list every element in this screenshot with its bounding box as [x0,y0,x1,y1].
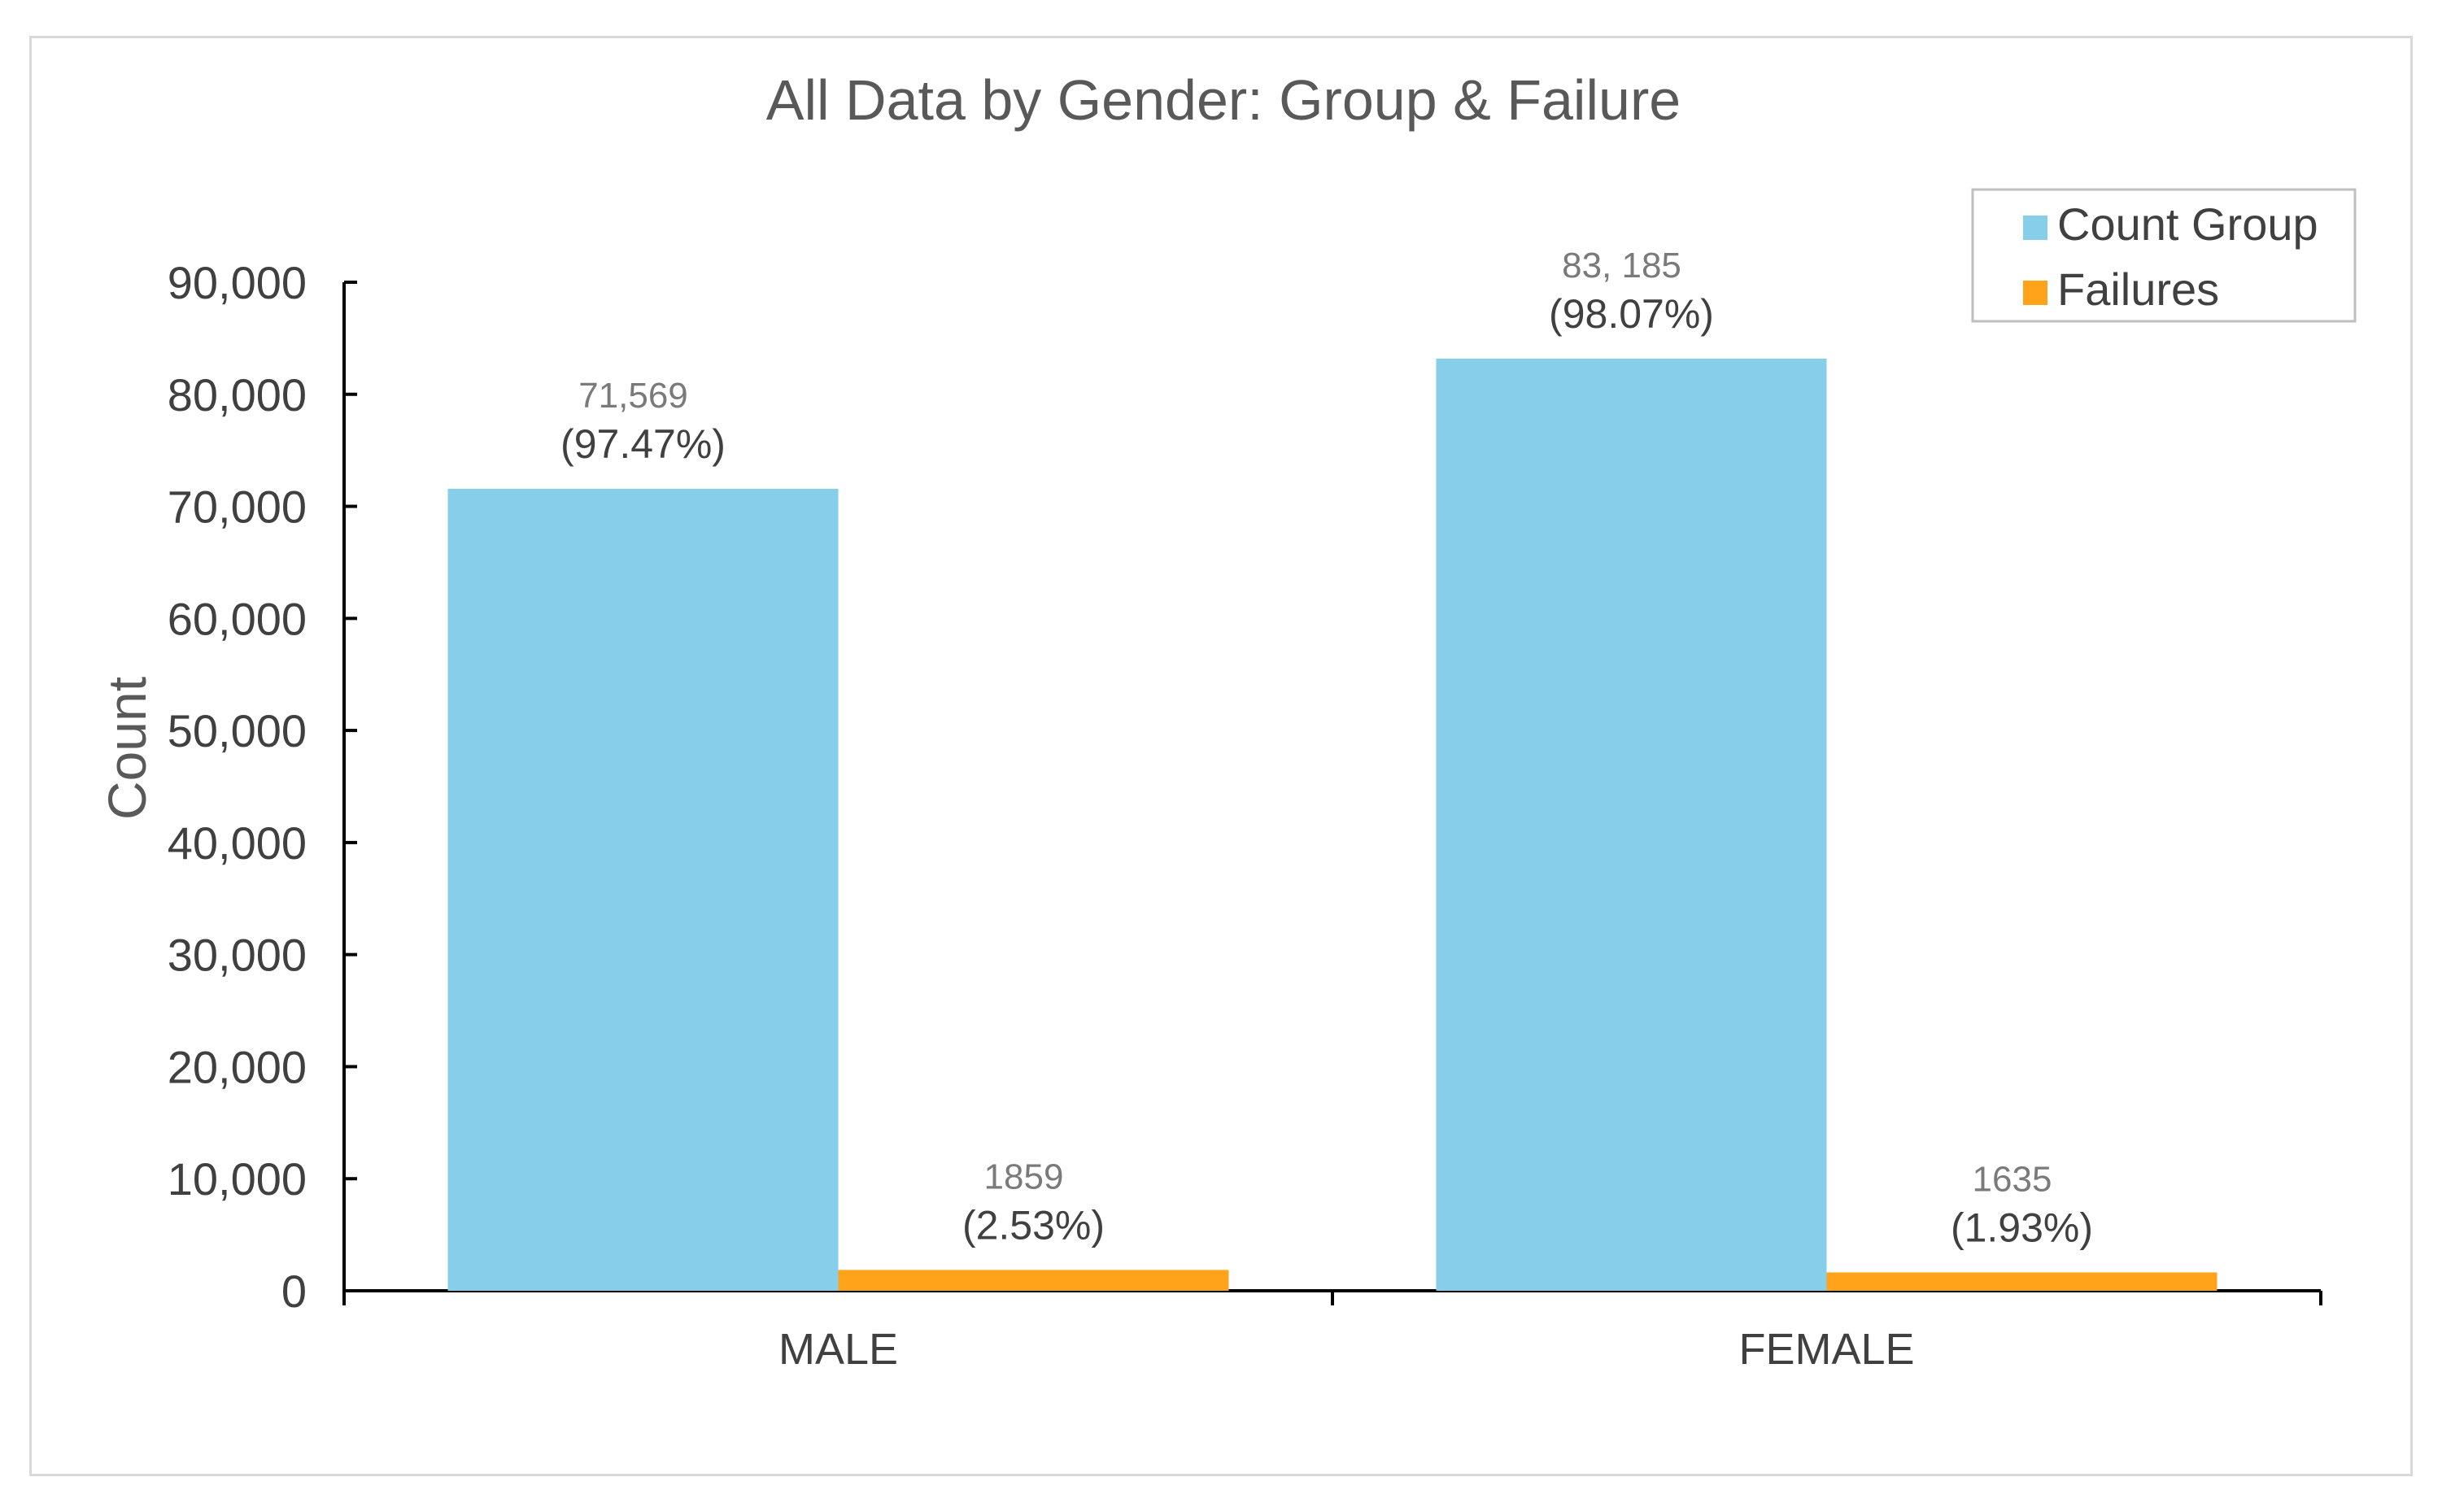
legend-swatch [2023,281,2047,305]
y-tick-label: 30,000 [168,930,307,981]
y-tick-label: 70,000 [168,481,307,533]
bar-count-group [447,488,839,1291]
y-tick-label: 80,000 [168,369,307,420]
y-tick-label: 50,000 [168,705,307,756]
y-tick-label: 10,000 [168,1153,307,1205]
legend-label: Failures [2057,264,2219,315]
value-label: 71,569 [578,376,688,416]
value-label: 1859 [984,1157,1064,1196]
y-tick-label: 20,000 [168,1041,307,1092]
legend-label: Count Group [2057,198,2318,250]
legend-swatch [2023,216,2047,240]
percent-label: (1.93%) [1951,1205,2093,1250]
y-tick-label: 40,000 [168,817,307,869]
bar-failures [838,1270,1229,1291]
y-tick-label: 60,000 [168,593,307,644]
x-tick-label: MALE [778,1325,898,1374]
y-tick-label: 0 [281,1266,307,1317]
axes: 0 10,000 20,000 30,000 40,000 50,000 60,000 70,… [168,257,2322,1374]
chart-svg: All Data by Gender: Group & Failure Coun… [97,68,2357,1374]
percent-label: (98.07%) [1549,291,1714,337]
x-tick-label: FEMALE [1738,1325,1914,1374]
bar-failures [1826,1272,2217,1291]
percent-label: (97.47%) [560,421,726,467]
bars [447,358,2217,1292]
legend: Count Group Failures [1971,188,2357,323]
chart-frame: All Data by Gender: Group & Failure Coun… [29,36,2413,1476]
chart-title: All Data by Gender: Group & Failure [766,68,1681,132]
value-label: 1635 [1973,1159,2052,1199]
data-labels: 71,569 (97.47%) 1859 (2.53%) 83, 185 (98.07%)… [560,246,2093,1251]
percent-label: (2.53%) [962,1202,1105,1248]
y-tick-label: 90,000 [168,257,307,308]
value-label: 83, 185 [1562,246,1681,285]
y-axis-label: Count [97,677,157,820]
bar-count-group [1436,358,1827,1292]
